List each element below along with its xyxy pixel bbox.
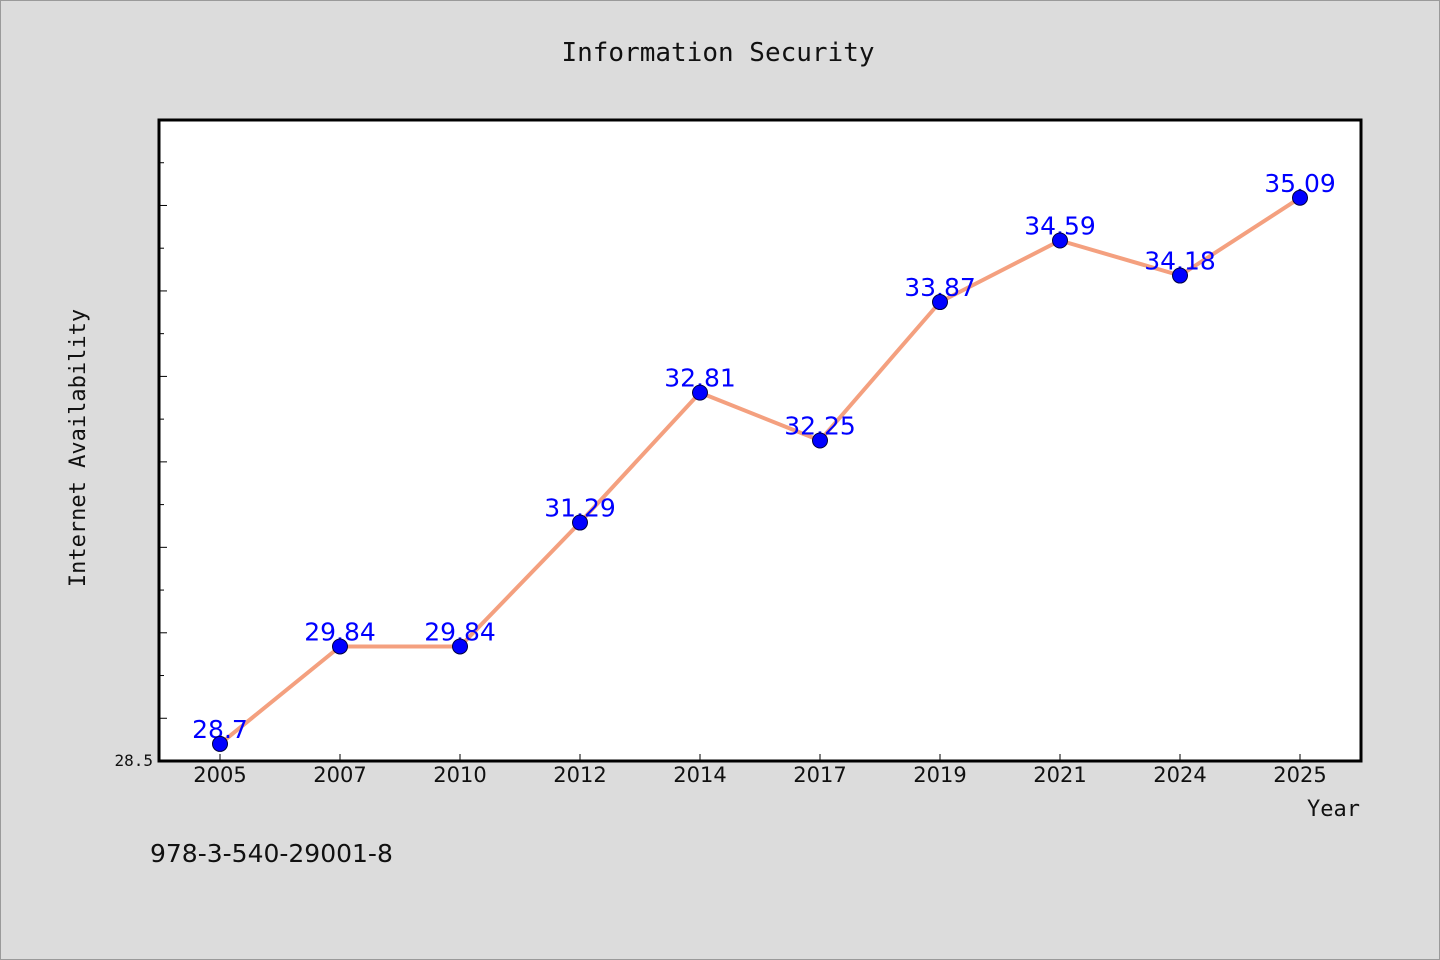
x-tick-label: 2010: [433, 763, 486, 787]
series-line: [218, 196, 1302, 746]
x-axis-ticks: [219, 754, 1301, 761]
data-point-marker: [932, 294, 948, 311]
x-tick-label: 2012: [553, 763, 606, 787]
data-point-marker: [572, 514, 588, 531]
x-tick-label: 2019: [913, 763, 966, 787]
chart-title: Information Security: [561, 38, 874, 68]
data-point-marker: [1052, 232, 1068, 249]
x-tick-label: 2024: [1153, 763, 1206, 787]
data-markers: [212, 189, 1308, 752]
x-tick-label: 2021: [1033, 763, 1086, 787]
x-tick-label: 2025: [1273, 763, 1326, 787]
x-tick-label: 2005: [193, 763, 246, 787]
x-tick-label: 2014: [673, 763, 726, 787]
x-axis-tick-labels: 2005 2007 2010 2012 2014 2017 2019 2021 2024 2025: [193, 763, 1326, 787]
series-polyline: [218, 196, 1302, 746]
plot-area: [157, 118, 1363, 763]
data-point-marker: [692, 384, 708, 401]
data-point-marker: [332, 638, 348, 655]
isbn-footer: 978-3-540-29001-8: [150, 839, 393, 868]
data-point-marker: [1172, 267, 1188, 284]
y-axis-label: Internet Availability: [66, 309, 91, 587]
y-tick-label-min: 28.5: [114, 751, 153, 770]
y-axis-ticks: [159, 119, 167, 762]
x-axis-label: Year: [1307, 797, 1360, 822]
data-point-marker: [1292, 189, 1308, 206]
x-tick-label: 2017: [793, 763, 846, 787]
data-point-marker: [452, 638, 468, 655]
data-point-marker: [212, 735, 228, 752]
x-tick-label: 2007: [313, 763, 366, 787]
data-point-marker: [812, 432, 828, 449]
